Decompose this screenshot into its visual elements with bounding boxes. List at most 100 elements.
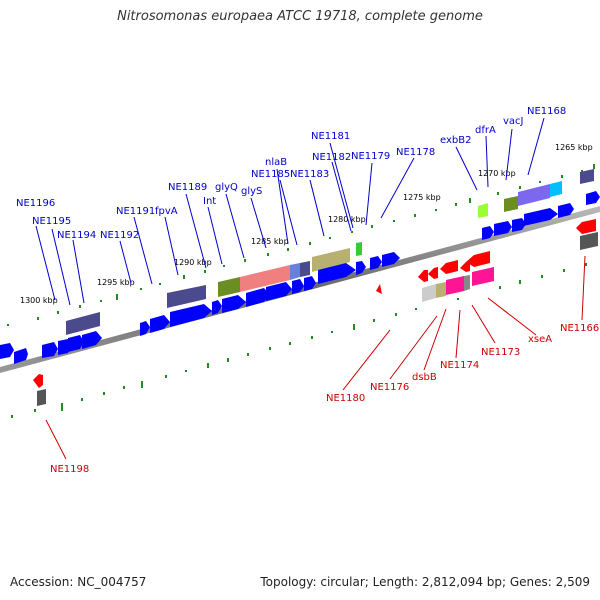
cog-block — [518, 184, 550, 206]
gene-arrow — [212, 300, 222, 315]
gene-label: NE1180 — [326, 393, 365, 404]
gene-label: Int — [203, 196, 216, 207]
cog-block — [464, 275, 470, 291]
upper-tick-line — [7, 164, 595, 326]
gene-label: glyQ — [215, 182, 238, 193]
gene-arrow — [586, 191, 600, 205]
gene-arrow — [440, 260, 458, 274]
gene-label: dfrA — [475, 125, 496, 136]
gene-arrow — [42, 342, 58, 358]
gene-arrow — [524, 208, 558, 226]
gene-label: NE1179 — [351, 151, 390, 162]
bottom-leader-lines — [45, 255, 586, 460]
top-leader-lines — [35, 117, 545, 306]
cog-block — [504, 196, 518, 212]
gene-arrow — [460, 261, 470, 272]
gene-arrow — [376, 284, 382, 294]
gene-arrow — [170, 304, 212, 327]
cog-block — [580, 232, 598, 250]
gene-arrow — [482, 226, 494, 240]
gene-arrow — [20, 348, 28, 362]
gene-label: NE1183 — [290, 169, 329, 180]
cog-block — [580, 169, 594, 184]
cog-block — [436, 282, 446, 298]
gene-label: fpvA — [155, 206, 178, 217]
cog-block — [240, 265, 290, 292]
scale-label: 1265 kbp — [555, 143, 593, 152]
gene-label: NE1185 — [251, 169, 290, 180]
gene-label: NE1194 — [57, 230, 96, 241]
gene-arrow — [512, 218, 526, 232]
gene-arrow — [576, 219, 596, 234]
accession-text: Accession: NC_004757 — [10, 575, 147, 589]
cog-block — [446, 276, 464, 295]
scale-label: 1275 kbp — [403, 193, 441, 202]
gene-arrow — [0, 343, 14, 359]
cog-block — [290, 263, 300, 280]
gene-arrow — [33, 374, 43, 388]
gene-arrow — [140, 321, 150, 336]
scale-labels: 1300 kbp 1295 kbp 1290 kbp 1285 kbp 1280… — [20, 143, 593, 305]
gene-label: NE1168 — [527, 106, 566, 117]
gene-label: NE1174 — [440, 360, 479, 371]
gene-label: NE1191 — [116, 206, 155, 217]
gene-label: NE1181 — [311, 131, 350, 142]
cog-block — [422, 284, 436, 302]
scale-label: 1290 kbp — [174, 258, 212, 267]
gene-label: exbB2 — [440, 135, 471, 146]
topology-text: Topology: circular; Length: 2,812,094 bp… — [260, 575, 590, 589]
reverse-genes — [33, 219, 598, 406]
gene-arrow — [356, 261, 366, 275]
gene-arrow — [266, 282, 292, 301]
gene-arrow — [68, 335, 84, 352]
gene-label: NE1173 — [481, 347, 520, 358]
gene-label: dsbB — [412, 372, 437, 383]
cog-block — [478, 203, 488, 218]
gene-label: nlaB — [265, 157, 287, 168]
gene-arrow — [246, 288, 270, 307]
gene-arrow — [292, 279, 304, 294]
gene-label: NE1182 — [312, 152, 351, 163]
gene-label: NE1195 — [32, 216, 71, 227]
cog-block — [218, 277, 240, 297]
gene-arrow — [222, 295, 246, 313]
gene-label: NE1166 — [560, 323, 599, 334]
gene-label: NE1192 — [100, 230, 139, 241]
gene-arrow — [304, 276, 316, 291]
cog-block — [167, 285, 206, 308]
cog-blocks-forward — [66, 169, 594, 335]
gene-arrow — [428, 267, 438, 279]
scale-label: 1300 kbp — [20, 296, 58, 305]
cog-block — [37, 389, 46, 406]
cog-block — [472, 267, 494, 286]
gene-arrow — [466, 251, 490, 267]
cog-block — [550, 181, 562, 197]
gene-label: NE1196 — [16, 198, 55, 209]
cog-block — [300, 261, 310, 277]
gene-label: NE1198 — [50, 464, 89, 475]
gene-arrow — [382, 252, 400, 267]
scale-label: 1280 kbp — [328, 215, 366, 224]
cog-block — [356, 242, 362, 256]
bottom-gene-labels: NE1198 NE1180 NE1176 dsbB NE1174 NE1173 … — [50, 323, 599, 475]
genome-title: Nitrosomonas europaea ATCC 19718, comple… — [117, 9, 483, 24]
cog-block — [312, 248, 350, 272]
forward-genes — [0, 191, 600, 364]
gene-arrow — [82, 331, 102, 349]
gene-label: NE1189 — [168, 182, 207, 193]
gene-arrow — [558, 203, 574, 218]
gene-label: glyS — [241, 186, 262, 197]
scale-label: 1270 kbp — [478, 169, 516, 178]
gene-arrow — [370, 256, 382, 270]
gene-label: vacJ — [503, 116, 524, 127]
gene-arrow — [418, 270, 428, 282]
scale-label: 1285 kbp — [251, 237, 289, 246]
gene-arrow — [150, 315, 170, 333]
gene-arrow — [318, 263, 356, 284]
gene-label: NE1178 — [396, 147, 435, 158]
cog-block — [66, 312, 100, 335]
scale-label: 1295 kbp — [97, 278, 135, 287]
gene-label: NE1176 — [370, 382, 409, 393]
gene-label: xseA — [528, 334, 552, 345]
